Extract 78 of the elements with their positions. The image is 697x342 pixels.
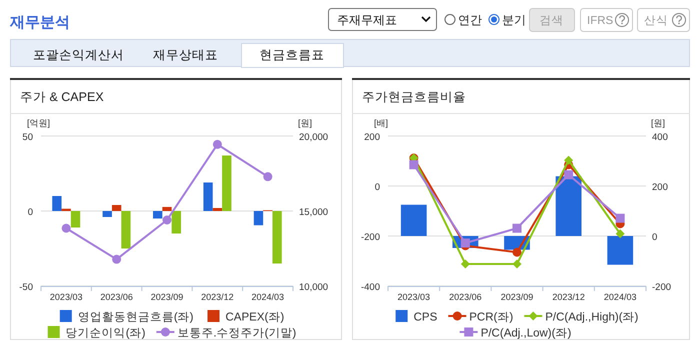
text: 연간	[458, 13, 482, 27]
bar	[400, 204, 427, 236]
legend-label: 당기순이익(좌)	[66, 328, 146, 340]
legend-label: CPS	[414, 312, 438, 324]
text: 포괄손익계산서	[33, 48, 124, 62]
legend-label: 영업활동현금흐름(좌)	[78, 312, 194, 324]
y2-axis-title: [원]	[651, 118, 666, 128]
point	[212, 140, 222, 149]
point	[616, 214, 625, 223]
point	[564, 170, 574, 180]
y-axis-title: [억원]	[27, 118, 50, 128]
point	[409, 160, 418, 170]
bar	[52, 196, 62, 211]
legend-label: 보통주.수정주가(기말)	[177, 328, 296, 340]
point	[112, 254, 122, 264]
bar	[222, 156, 232, 211]
y2-tick-label: 200	[652, 182, 668, 193]
y-tick-label: -50	[19, 282, 33, 293]
bar	[162, 206, 172, 211]
legend-label: P/C(Adj.,High)(좌)	[545, 312, 639, 324]
point	[62, 224, 71, 233]
text: IFRS	[587, 15, 614, 27]
x-tick-label: 2023/06	[100, 292, 133, 302]
y2-tick-label: 0	[652, 232, 658, 243]
x-tick-label: 2023/09	[500, 292, 534, 302]
bar	[254, 211, 264, 226]
legend-label: CAPEX(좌)	[226, 312, 284, 324]
text: 분기	[502, 13, 526, 27]
chart-title: 주가현금흐름비율	[362, 90, 466, 104]
x-tick-label: 2024/03	[604, 292, 636, 302]
y2-tick-label: -200	[652, 282, 672, 293]
x-tick-label: 2023/06	[449, 292, 482, 302]
y2-axis-title: [원]	[298, 118, 312, 128]
y-tick-label: 50	[22, 132, 33, 143]
x-tick-label: 2023/09	[150, 292, 184, 302]
point	[564, 156, 574, 165]
point	[460, 260, 470, 268]
text: 검색	[540, 15, 564, 27]
bar	[556, 176, 582, 236]
y-axis-title: [배]	[374, 118, 388, 128]
bar	[102, 211, 112, 217]
point	[162, 216, 172, 224]
bar	[212, 208, 222, 211]
legend-label: P/C(Adj.,Low)(좌)	[480, 328, 572, 340]
legend-label: PCR(좌)	[469, 312, 514, 324]
bar	[172, 211, 181, 234]
x-tick-label: 2023/12	[201, 292, 234, 302]
bar	[607, 236, 634, 265]
bar	[203, 182, 213, 211]
y2-tick-label: 15,000	[299, 207, 328, 218]
y-tick-label: 0	[28, 207, 33, 218]
y-tick-label: 200	[364, 132, 380, 143]
bar	[121, 211, 131, 248]
point	[512, 260, 522, 268]
x-tick-label: 2023/03	[50, 292, 82, 302]
bar	[70, 211, 80, 228]
chart-title: 주가 & CAPEX	[20, 90, 104, 104]
y2-tick-label: 10,000	[299, 282, 328, 293]
y2-tick-label: 400	[652, 132, 668, 143]
y-tick-label: 0	[374, 182, 380, 193]
bar	[272, 211, 282, 264]
y-tick-label: -200	[360, 232, 380, 243]
point	[616, 229, 625, 238]
x-tick-label: 2023/03	[398, 292, 430, 302]
bar	[112, 205, 122, 211]
text: 주재무제표	[337, 13, 397, 27]
text: 재무분석	[9, 14, 70, 31]
point	[263, 172, 272, 182]
text: 현금흐름표	[260, 48, 324, 62]
y2-tick-label: 20,000	[299, 132, 328, 143]
x-tick-label: 2023/12	[552, 292, 585, 302]
bar	[153, 211, 162, 218]
y-tick-label: -400	[360, 282, 380, 293]
text: 산식	[644, 15, 668, 27]
x-tick-label: 2024/03	[252, 292, 284, 302]
point	[512, 224, 522, 233]
text: 재무상태표	[153, 48, 218, 62]
point	[512, 248, 522, 257]
